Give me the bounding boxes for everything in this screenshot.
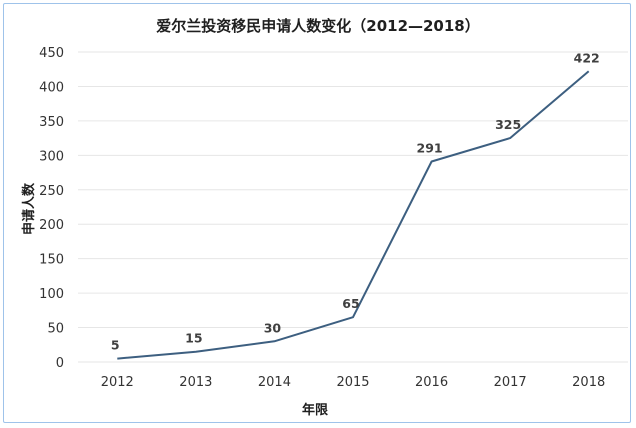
data-label: 291	[417, 141, 443, 156]
data-label: 15	[185, 331, 202, 346]
y-axis-label: 申请人数	[21, 182, 37, 235]
series-line	[117, 70, 590, 360]
grid-lines	[78, 51, 628, 363]
x-tick-label: 2013	[179, 375, 212, 390]
x-tick-label: 2015	[336, 375, 369, 390]
data-label: 30	[264, 320, 282, 335]
y-tick-label: 450	[39, 46, 64, 61]
y-tick-label: 350	[39, 115, 64, 130]
x-axis-label: 年限	[302, 402, 329, 418]
x-tick-label: 2012	[101, 375, 134, 390]
y-tick-label: 200	[39, 218, 64, 233]
data-labels: 5 15 30 65 291 325 422	[111, 50, 600, 352]
x-tick-label: 2016	[415, 375, 448, 390]
data-label: 325	[495, 117, 521, 132]
data-label: 422	[574, 50, 600, 65]
y-tick-label: 250	[39, 184, 64, 199]
y-tick-label: 0	[56, 356, 64, 371]
y-tick-label: 300	[39, 149, 64, 164]
y-tick-label: 400	[39, 80, 64, 95]
y-tick-label: 100	[39, 287, 64, 302]
x-tick-label: 2014	[258, 375, 291, 390]
x-axis-ticks: 2012 2013 2014 2015 2016 2017 2018	[101, 375, 606, 390]
data-label: 5	[111, 338, 120, 353]
x-tick-label: 2018	[572, 375, 605, 390]
y-tick-label: 50	[47, 322, 64, 337]
chart-title: 爱尔兰投资移民申请人数变化（2012—2018）	[156, 17, 480, 35]
series	[117, 70, 590, 360]
y-tick-label: 150	[39, 253, 64, 268]
data-label: 65	[342, 296, 359, 311]
chart-frame	[3, 3, 631, 423]
x-tick-label: 2017	[494, 375, 527, 390]
y-axis-ticks: 0 50 100 150 200 250 300 350 400 450	[39, 46, 64, 371]
